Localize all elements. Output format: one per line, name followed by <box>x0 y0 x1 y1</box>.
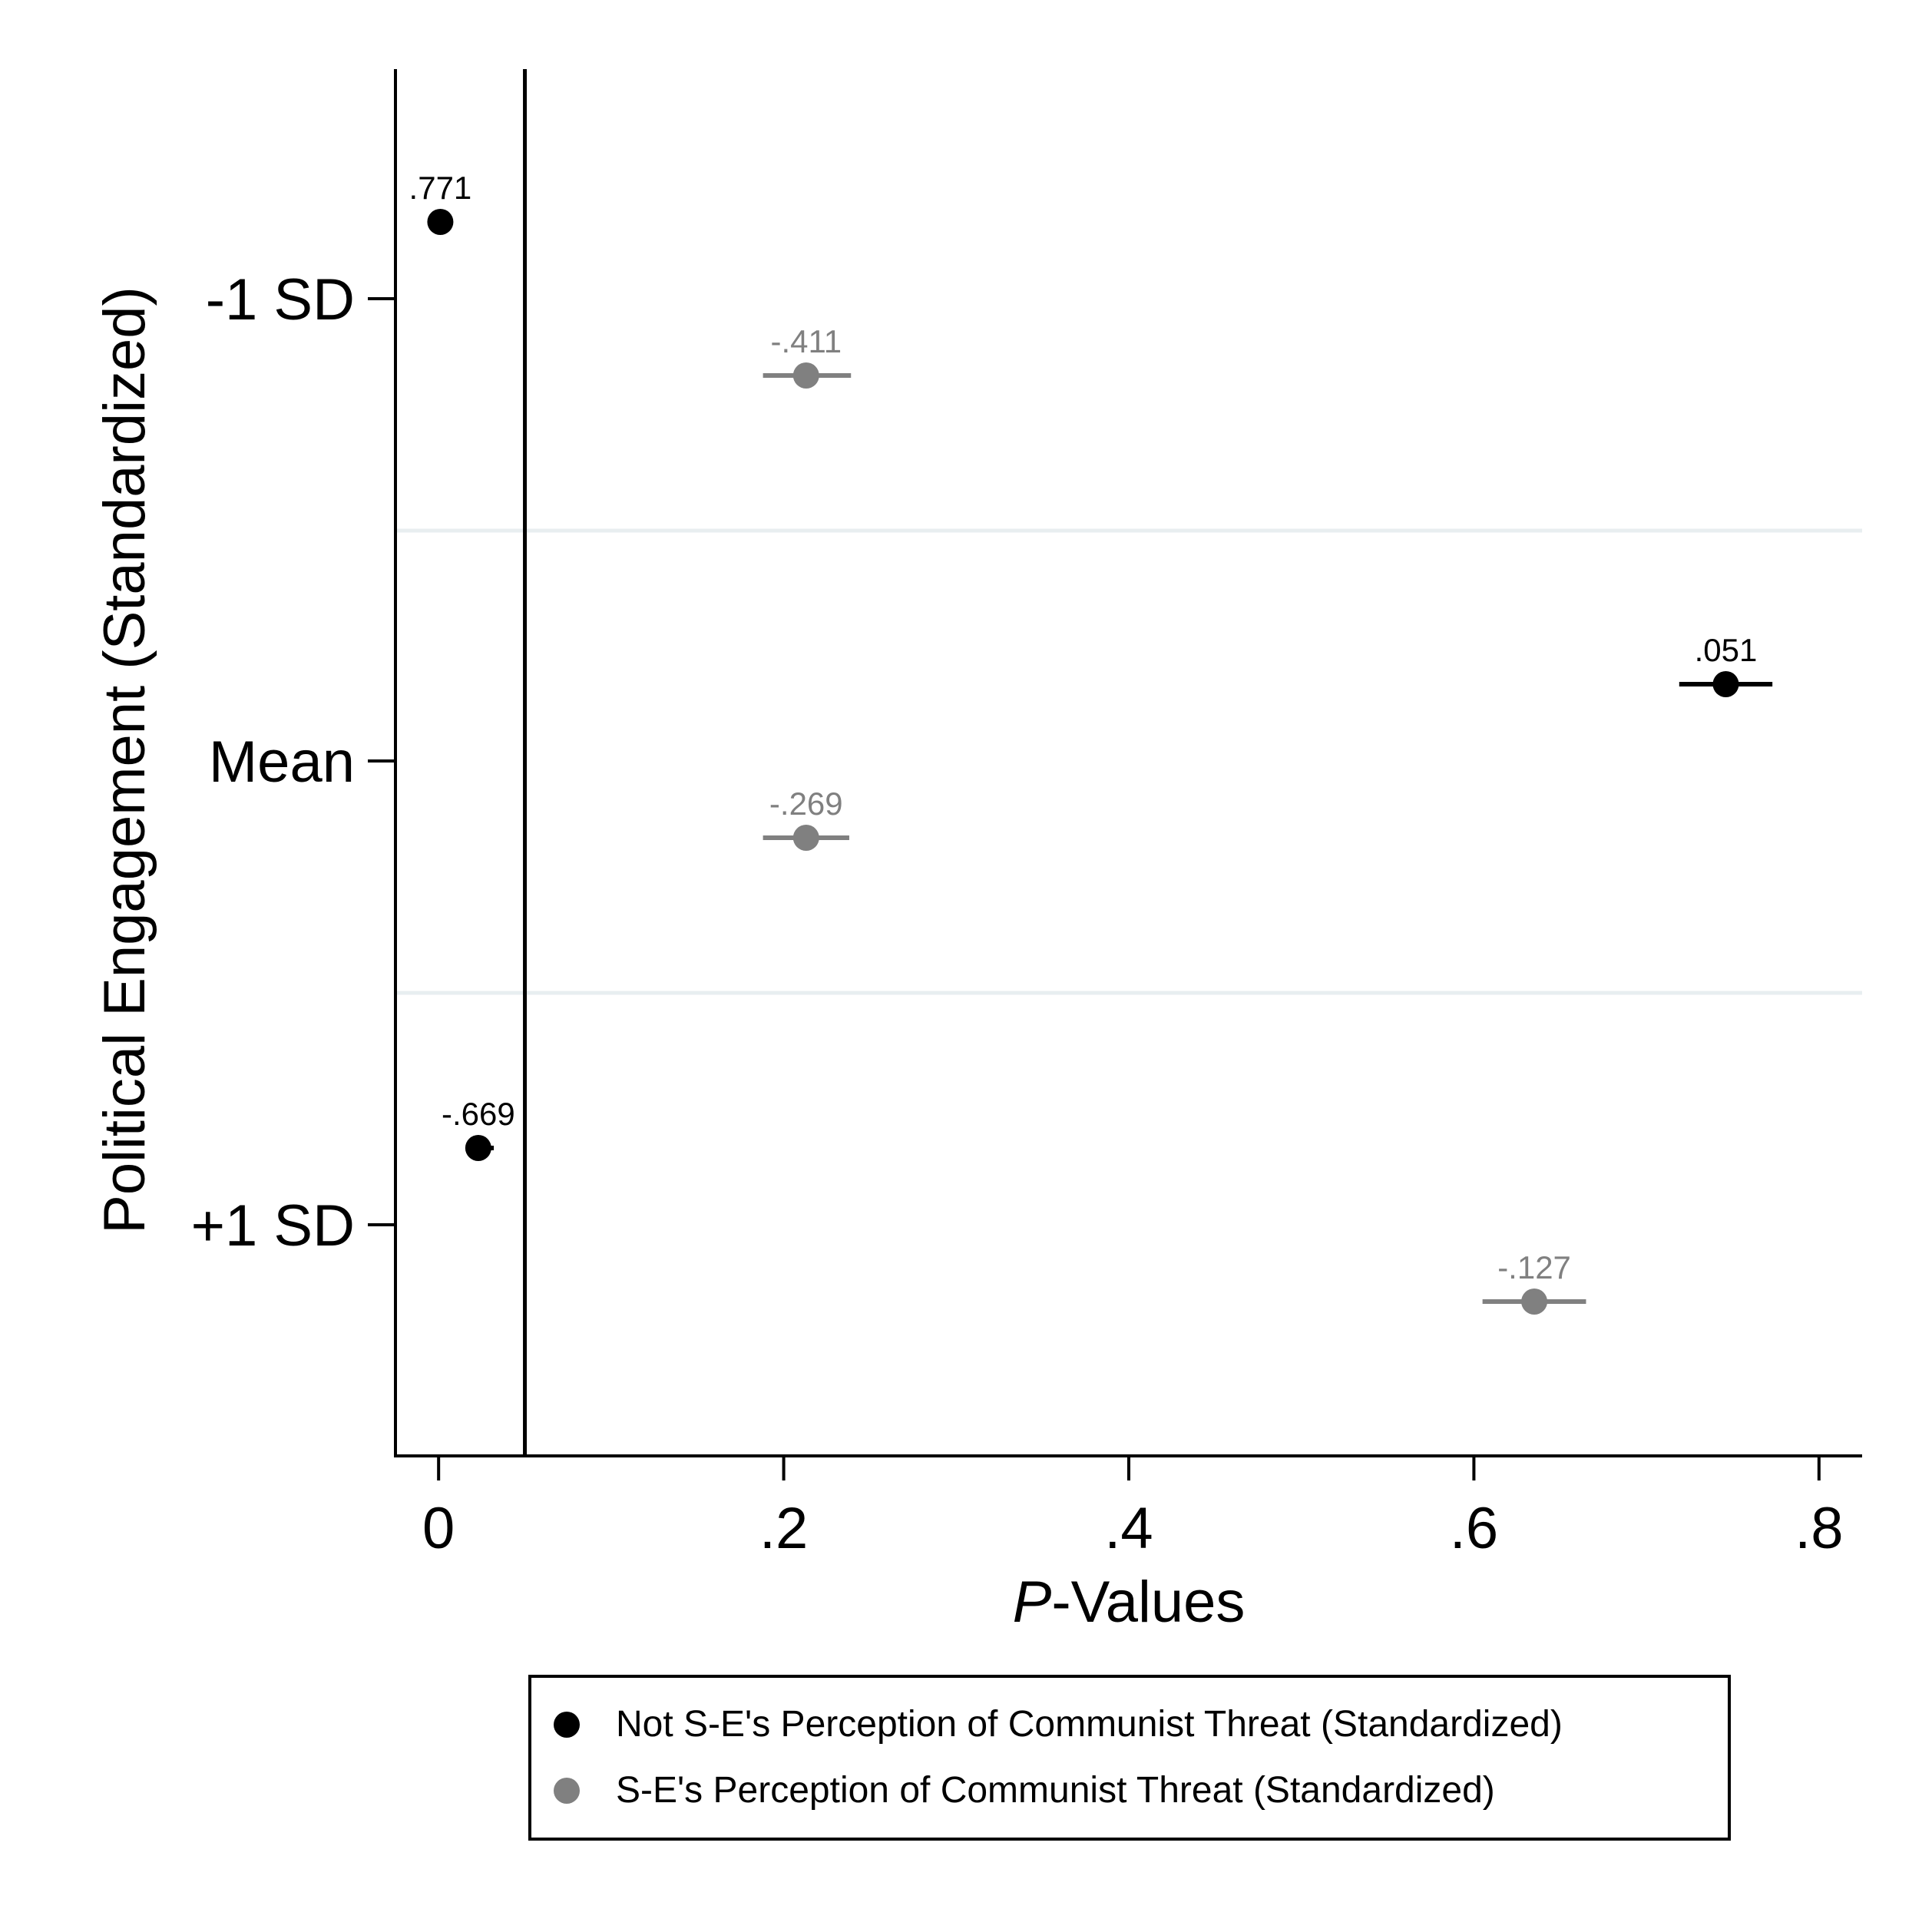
x-tick-label-0: 0 <box>422 1496 455 1561</box>
point-label-s1-p2: .051 <box>1695 632 1758 668</box>
point-s1-p3 <box>465 1135 491 1161</box>
legend-label-series-1: Not S-E's Perception of Communist Threat… <box>616 1704 1563 1745</box>
x-ticks: 0 .2 .4 .6 .8 <box>422 1456 1844 1561</box>
point-s2-p2 <box>792 825 819 851</box>
y-tick-label-2: +1 SD <box>191 1193 355 1259</box>
y-tick-label-0: -1 SD <box>206 267 355 332</box>
legend-marker-series-1 <box>554 1712 580 1738</box>
legend-label-series-2: S-E's Perception of Communist Threat (St… <box>616 1770 1495 1811</box>
x-axis-title: P-Values <box>1013 1570 1246 1635</box>
point-label-s1-p3: -.669 <box>442 1096 515 1132</box>
legend-box <box>528 1675 1731 1841</box>
y-ticks: -1 SD Mean +1 SD <box>191 267 395 1259</box>
point-label-s2-p2: -.269 <box>769 786 843 822</box>
point-s1-p2 <box>1712 671 1739 697</box>
x-axis-title-italic: P <box>1013 1570 1052 1635</box>
x-axis-title-rest: -Values <box>1051 1570 1245 1635</box>
point-label-s1-p1: .771 <box>409 170 472 206</box>
legend-marker-series-2 <box>554 1778 580 1804</box>
x-tick-label-2: .4 <box>1104 1496 1153 1561</box>
point-s2-p3 <box>1521 1289 1548 1315</box>
data-marks: .771 .051 -.669 -.411 -.269 -.127 <box>409 170 1773 1315</box>
point-s2-p1 <box>792 362 819 389</box>
x-tick-label-4: .8 <box>1795 1496 1843 1561</box>
y-axis-title: Political Engagement (Standardized) <box>92 286 157 1234</box>
y-tick-label-1: Mean <box>209 729 355 795</box>
point-s1-p1 <box>427 209 454 235</box>
point-label-s2-p1: -.411 <box>770 323 842 359</box>
point-label-s2-p3: -.127 <box>1497 1249 1571 1285</box>
x-tick-label-1: .2 <box>759 1496 808 1561</box>
x-tick-label-3: .6 <box>1450 1496 1498 1561</box>
